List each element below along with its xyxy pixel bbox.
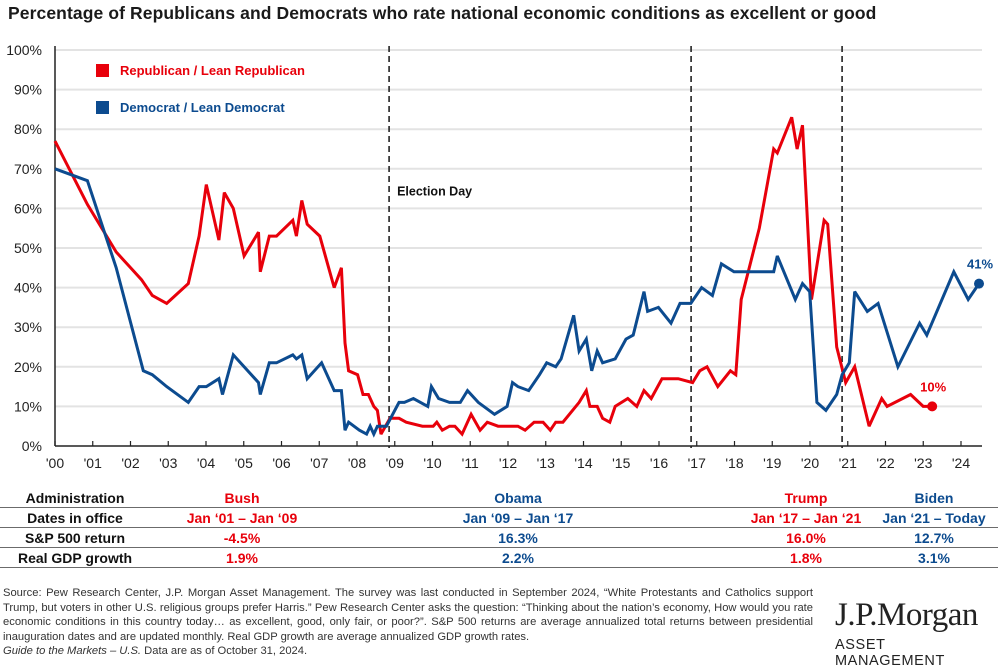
x-tick-label: '14 — [574, 455, 592, 471]
table-cell: Jan ‘01 – Jan ‘09 — [186, 510, 298, 526]
table-label-gdp: Real GDP growth — [17, 550, 133, 566]
gridlines — [54, 46, 982, 447]
x-tick-label: '23 — [914, 455, 932, 471]
y-tick-label: 50% — [14, 240, 42, 256]
jpmorgan-logo: J.P.Morgan ASSET MANAGEMENT — [835, 597, 998, 669]
x-tick-label: '02 — [121, 455, 139, 471]
x-tick-label: '19 — [763, 455, 781, 471]
annotations: Election Day 41% 10% — [397, 185, 993, 395]
table-cell: 2.2% — [502, 550, 534, 566]
as-of-text: Data are as of October 31, 2024. — [141, 645, 308, 658]
y-tick-label: 100% — [6, 42, 42, 58]
y-tick-label: 70% — [14, 161, 42, 177]
table-cell: 12.7% — [914, 530, 954, 546]
table-label-administration: Administration — [25, 490, 125, 506]
table-header-bush: Bush — [224, 490, 260, 506]
table-label-dates: Dates in office — [27, 510, 123, 526]
table-row-dates: Dates in office Jan ‘01 – Jan ‘09 Jan ‘0… — [0, 508, 998, 528]
table-row-gdp: Real GDP growth 1.9% 2.2% 1.8% 3.1% — [0, 548, 998, 568]
democrat-end-point — [974, 278, 984, 289]
election-day-label: Election Day — [397, 185, 472, 199]
table-cell: 16.3% — [498, 530, 538, 546]
guide-text: Guide to the Markets – U.S. — [3, 645, 142, 658]
x-tick-label: '09 — [386, 455, 404, 471]
y-tick-label: 60% — [14, 200, 42, 216]
x-tick-label: '07 — [310, 455, 328, 471]
x-tick-label: '05 — [235, 455, 253, 471]
table-cell: 1.9% — [226, 550, 258, 566]
end-value-label: 10% — [920, 379, 946, 394]
x-tick-label: '17 — [688, 455, 706, 471]
legend-label-republican: Republican / Lean Republican — [120, 63, 305, 78]
series-lines — [53, 116, 984, 438]
x-tick-label: '03 — [159, 455, 177, 471]
table-cell: Jan ‘09 – Jan ‘17 — [462, 510, 574, 526]
table-header-trump: Trump — [784, 490, 828, 506]
table-cell: 3.1% — [918, 550, 950, 566]
y-tick-label: 10% — [14, 398, 42, 414]
logo-wordmark: J.P.Morgan — [835, 597, 978, 633]
administration-table: Administration Bush Obama Trump Biden Da… — [0, 488, 998, 568]
logo-subtitle: ASSET MANAGEMENT — [835, 637, 945, 669]
y-tick-label: 90% — [14, 82, 42, 98]
table-cell: 1.8% — [790, 550, 822, 566]
table-label-sp500: S&P 500 return — [24, 530, 126, 546]
x-tick-label: '20 — [801, 455, 819, 471]
republican-line — [53, 116, 933, 437]
x-tick-label: '22 — [876, 455, 894, 471]
legend: Republican / Lean Republican Democrat / L… — [96, 63, 305, 115]
line-chart: 0% 10% 20% 30% 40% 50% 60% 70% 80% 90% 100% '00 '01… — [6, 42, 993, 471]
democrat-line — [54, 167, 981, 438]
x-tick-label: '04 — [197, 455, 215, 471]
table-header-biden: Biden — [914, 490, 954, 506]
y-tick-label: 0% — [22, 438, 42, 454]
table-header-row: Administration Bush Obama Trump Biden — [0, 488, 998, 508]
chart-title: Percentage of Republicans and Democrats … — [8, 3, 877, 23]
y-tick-label: 80% — [14, 121, 42, 137]
table-cell: 16.0% — [786, 530, 826, 546]
table-cell: Jan ‘17 – Jan ‘21 — [750, 510, 862, 526]
x-tick-label: '16 — [650, 455, 668, 471]
x-tick-label: '01 — [84, 455, 102, 471]
x-tick-label: '11 — [462, 455, 479, 471]
republican-end-point — [927, 401, 938, 412]
x-axis-ticks: '00 '01 '02 '03 '04 '05 '06 '07 '08 '09 '10 '11 '12 '… — [46, 441, 970, 471]
legend-swatch-democrat — [96, 101, 109, 114]
y-tick-label: 20% — [14, 359, 42, 375]
y-tick-label: 40% — [14, 280, 42, 296]
x-tick-label: '24 — [952, 455, 970, 471]
x-tick-label: '00 — [46, 455, 64, 471]
legend-swatch-republican — [96, 64, 109, 77]
end-value-label: 41% — [967, 257, 993, 272]
x-tick-label: '21 — [839, 455, 857, 471]
source-text: Source: Pew Research Center, J.P. Morgan… — [3, 587, 813, 643]
y-tick-label: 30% — [14, 319, 42, 335]
x-tick-label: '13 — [537, 455, 555, 471]
x-tick-label: '15 — [612, 455, 630, 471]
table-row-sp500: S&P 500 return -4.5% 16.3% 16.0% 12.7% — [0, 528, 998, 548]
x-tick-label: '06 — [272, 455, 290, 471]
y-axis-ticks: 0% 10% 20% 30% 40% 50% 60% 70% 80% 90% 100% — [6, 42, 42, 454]
x-tick-label: '12 — [499, 455, 517, 471]
legend-label-democrat: Democrat / Lean Democrat — [120, 100, 285, 115]
table-cell: -4.5% — [223, 530, 261, 546]
x-tick-label: '08 — [348, 455, 366, 471]
footnote: Source: Pew Research Center, J.P. Morgan… — [3, 586, 813, 659]
table-cell: Jan ‘21 – Today — [882, 510, 986, 526]
table-header-obama: Obama — [494, 490, 542, 506]
x-tick-label: '18 — [725, 455, 743, 471]
x-tick-label: '10 — [423, 455, 441, 471]
